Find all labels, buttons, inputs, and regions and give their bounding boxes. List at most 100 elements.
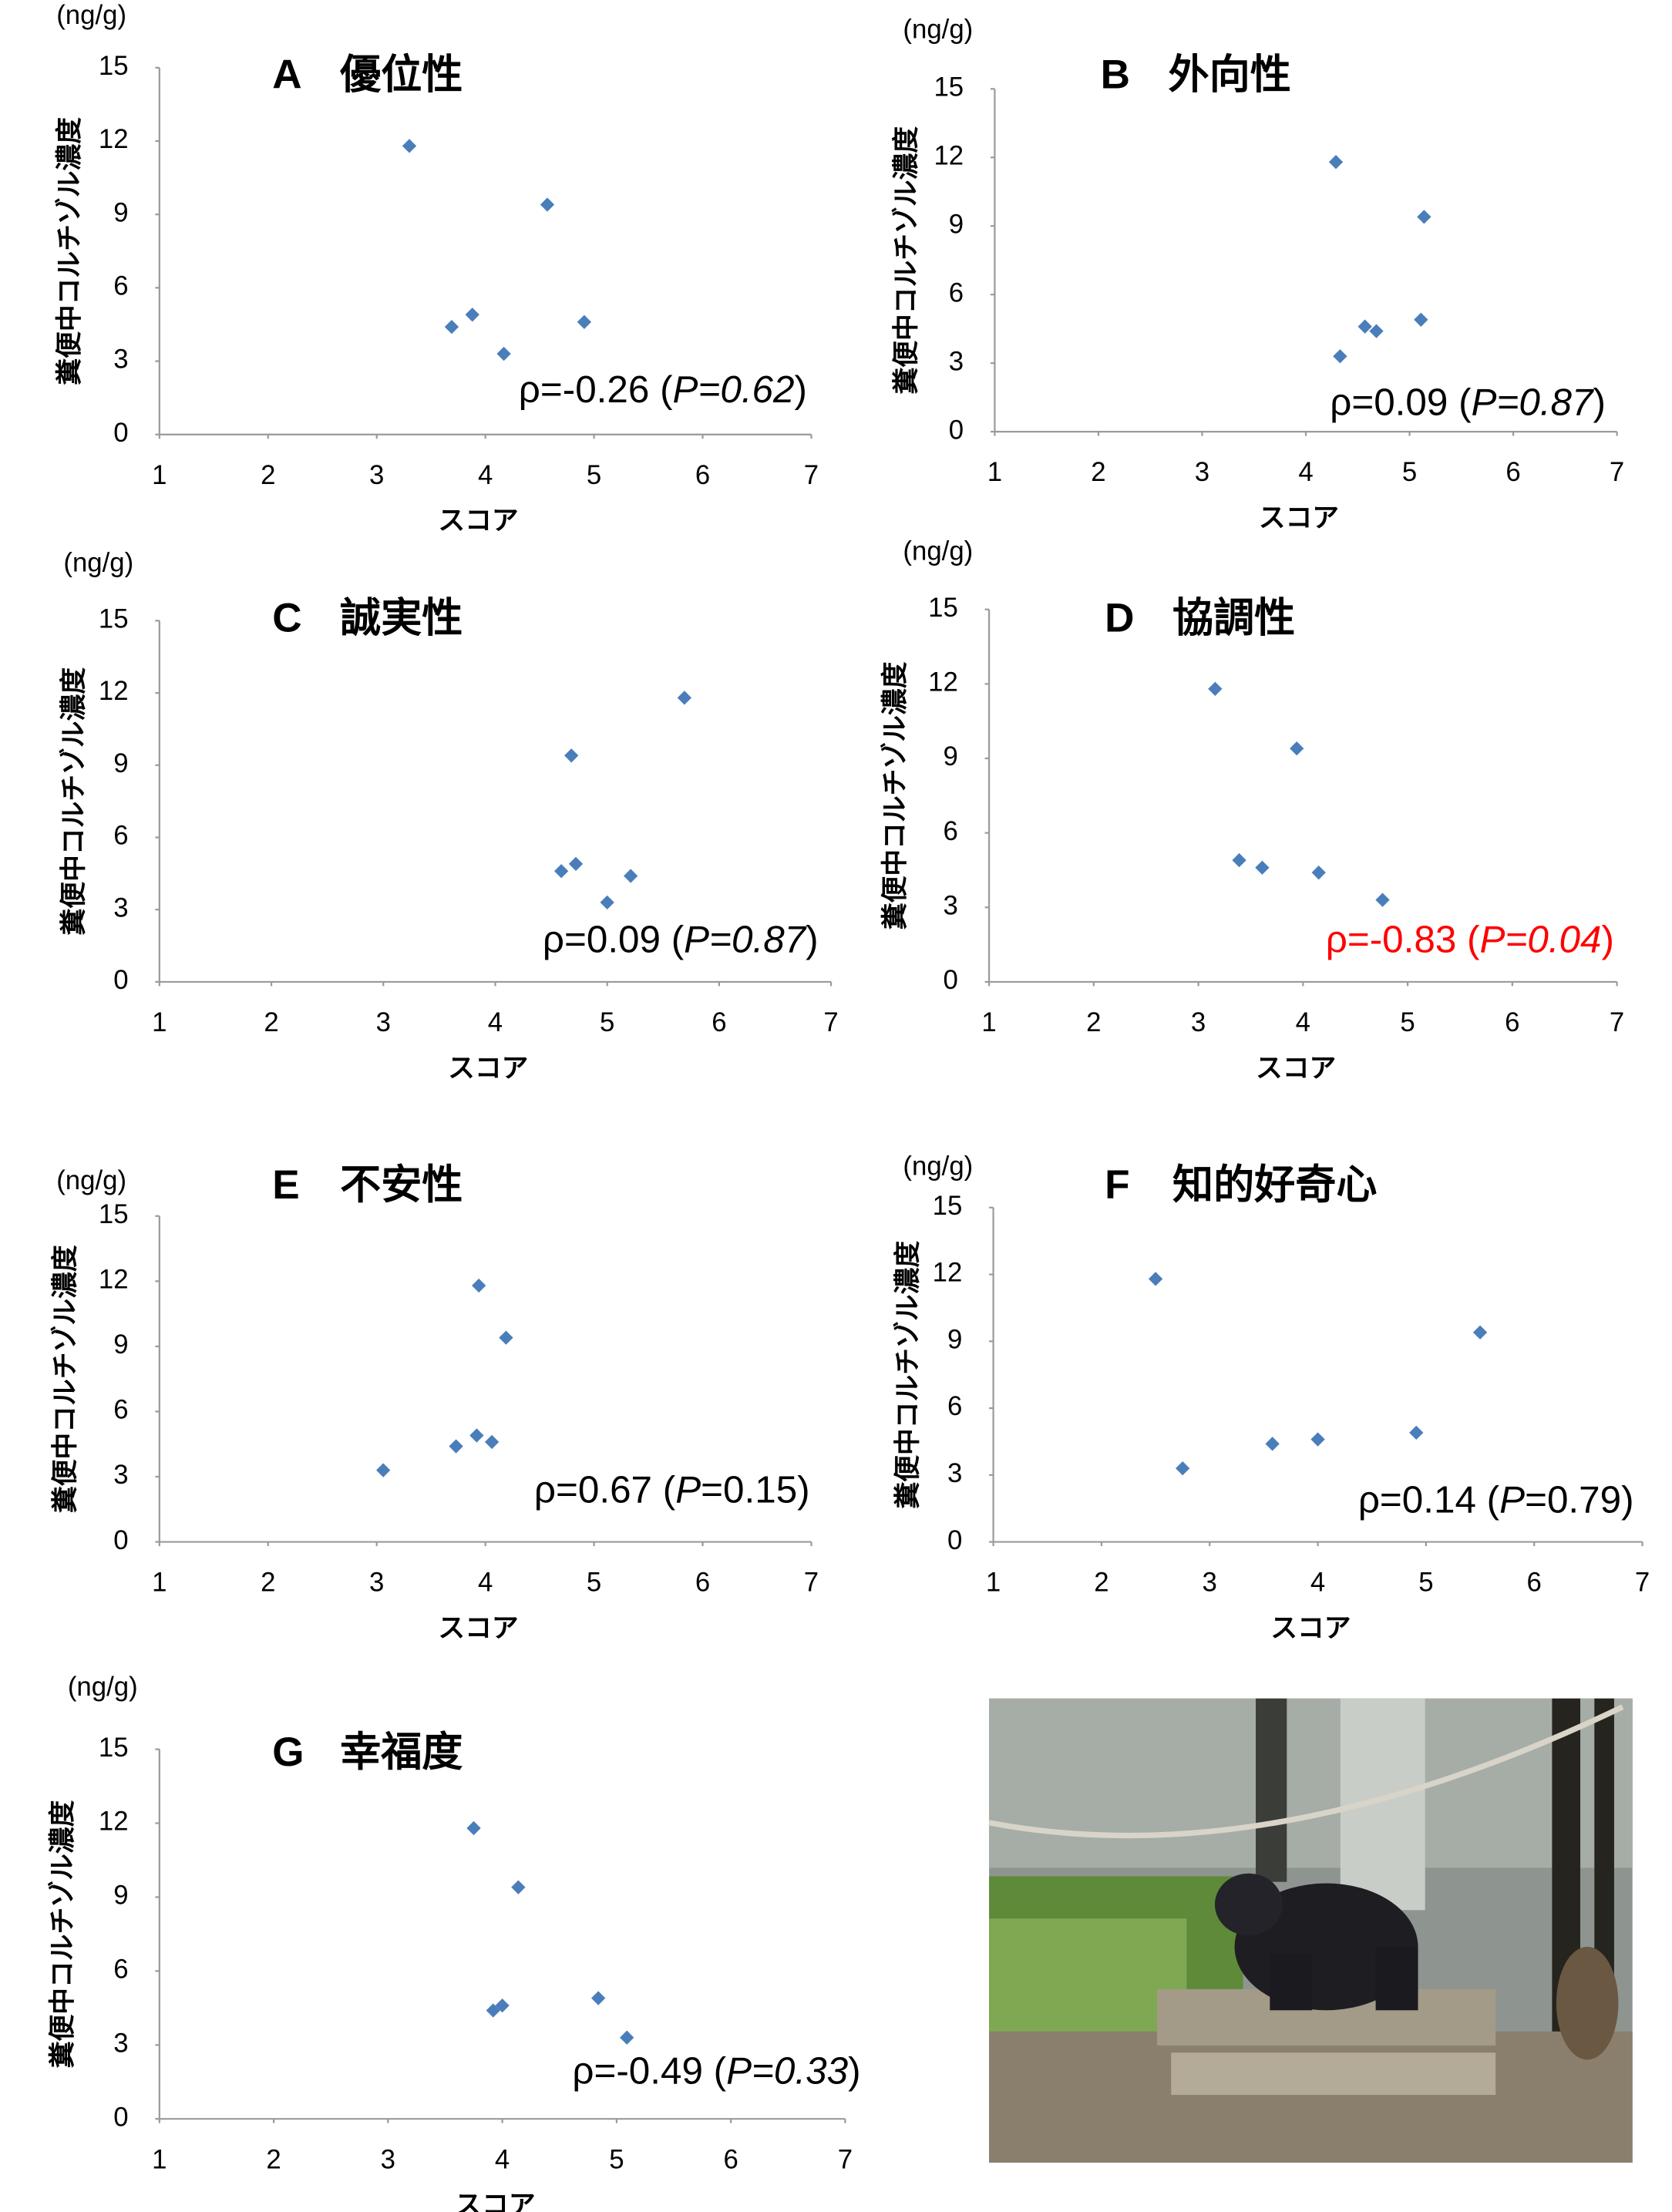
annotation-part: ρ=0.09 ( (1330, 381, 1472, 423)
data-point (1357, 319, 1372, 334)
data-point (449, 1439, 463, 1454)
annotation-part: ) (848, 2050, 860, 2093)
chart-title: 優位性 (339, 52, 463, 98)
data-point (677, 691, 692, 705)
x-tick-label: 3 (369, 1568, 384, 1598)
data-point (496, 346, 511, 361)
data-point (484, 1434, 500, 1450)
y-tick-label: 9 (949, 210, 964, 239)
x-tick-label: 1 (152, 2145, 167, 2174)
x-tick-label: 3 (376, 1008, 391, 1037)
annotation-part: P=0.87 (1472, 381, 1594, 423)
x-axis-label: スコア (455, 2190, 535, 2212)
x-tick-label: 2 (1094, 1568, 1108, 1598)
x-tick-label: 5 (1402, 458, 1417, 487)
data-point (624, 869, 638, 883)
x-tick-label: 7 (804, 461, 819, 490)
data-point (444, 320, 459, 334)
x-tick-label: 1 (152, 1008, 167, 1037)
annotation-part: P=0.87 (684, 919, 806, 961)
y-tick-label: 0 (113, 1526, 128, 1555)
x-tick-label: 5 (600, 1008, 614, 1037)
y-tick-label: 9 (947, 1325, 962, 1354)
x-axis-label: スコア (448, 1053, 528, 1084)
x-tick-label: 6 (723, 2145, 738, 2174)
y-axis-label: 糞便中コルチゾル濃度 (55, 117, 86, 385)
data-point (600, 895, 614, 909)
unit-label: (ng/g) (56, 1, 126, 30)
unit-label: (ng/g) (68, 1672, 138, 1702)
x-tick-label: 5 (1400, 1008, 1415, 1037)
data-point (1311, 866, 1326, 880)
y-tick-label: 9 (943, 742, 957, 772)
annotation-part: ρ=-0.49 ( (572, 2050, 726, 2093)
x-tick-label: 6 (695, 461, 710, 490)
x-tick-label: 1 (152, 461, 167, 490)
correlation-annotation: ρ=-0.26 (P=0.62) (519, 368, 807, 411)
y-tick-label: 15 (934, 72, 964, 102)
y-tick-label: 0 (947, 1526, 962, 1555)
y-tick-label: 15 (933, 1192, 963, 1221)
data-point (1472, 1325, 1488, 1340)
x-tick-label: 4 (488, 1008, 503, 1037)
y-axis-label: 糞便中コルチゾル濃度 (50, 1245, 81, 1513)
data-point (1232, 852, 1246, 868)
x-tick-label: 2 (266, 2145, 281, 2174)
correlation-annotation: ρ=-0.83 (P=0.04) (1326, 919, 1614, 961)
y-tick-label: 15 (99, 1733, 129, 1763)
chart-title: 外向性 (1169, 52, 1291, 98)
chart-title: 知的好奇心 (1172, 1162, 1377, 1208)
data-point (511, 1880, 526, 1894)
data-point (1417, 210, 1431, 224)
unit-label: (ng/g) (903, 15, 973, 44)
data-point (472, 1278, 486, 1293)
x-tick-label: 4 (478, 1568, 493, 1598)
x-axis-label: スコア (438, 1613, 518, 1644)
data-point (577, 314, 592, 329)
data-point (591, 1991, 606, 2005)
correlation-annotation: ρ=0.14 (P=0.79) (1358, 1478, 1634, 1521)
x-tick-label: 6 (712, 1008, 726, 1037)
x-tick-label: 2 (1086, 1008, 1101, 1037)
y-tick-label: 0 (943, 966, 957, 995)
data-point (466, 1820, 481, 1836)
y-tick-label: 0 (949, 415, 964, 445)
y-axis-label: 糞便中コルチゾル濃度 (891, 126, 922, 395)
x-tick-label: 5 (1418, 1568, 1433, 1598)
panel-letter: B (1101, 52, 1130, 98)
correlation-annotation: ρ=-0.49 (P=0.33) (572, 2050, 860, 2093)
annotation-part: P=0.33 (726, 2050, 848, 2093)
y-axis-label: 糞便中コルチゾル濃度 (880, 661, 910, 930)
correlation-annotation: ρ=0.09 (P=0.87) (1330, 381, 1606, 423)
x-tick-label: 6 (1505, 1008, 1519, 1037)
x-axis-label: スコア (1256, 1053, 1336, 1084)
y-tick-label: 12 (934, 141, 964, 170)
panel-letter: G (272, 1730, 304, 1775)
y-tick-label: 0 (113, 2103, 128, 2132)
y-tick-label: 15 (928, 593, 958, 623)
data-point (1333, 349, 1347, 364)
unit-label: (ng/g) (56, 1166, 126, 1195)
x-axis-label: スコア (1270, 1613, 1351, 1644)
chart-title: 幸福度 (340, 1730, 463, 1775)
annotation-part: =0.79) (1525, 1478, 1633, 1521)
x-axis-label: スコア (438, 506, 518, 536)
data-point (568, 856, 584, 872)
x-tick-label: 4 (478, 461, 493, 490)
x-tick-label: 5 (587, 461, 601, 490)
panel-letter: A (272, 52, 301, 98)
y-tick-label: 3 (113, 2029, 128, 2058)
y-tick-label: 12 (99, 677, 129, 706)
unit-label: (ng/g) (903, 1152, 973, 1182)
annotation-part: ) (806, 919, 818, 961)
x-tick-label: 4 (1310, 1568, 1325, 1598)
chart-title: 不安性 (340, 1162, 463, 1208)
data-point (1310, 1432, 1325, 1447)
data-point (1290, 741, 1304, 756)
y-tick-label: 12 (933, 1259, 963, 1288)
y-tick-label: 3 (943, 891, 957, 920)
unit-label: (ng/g) (903, 537, 973, 566)
